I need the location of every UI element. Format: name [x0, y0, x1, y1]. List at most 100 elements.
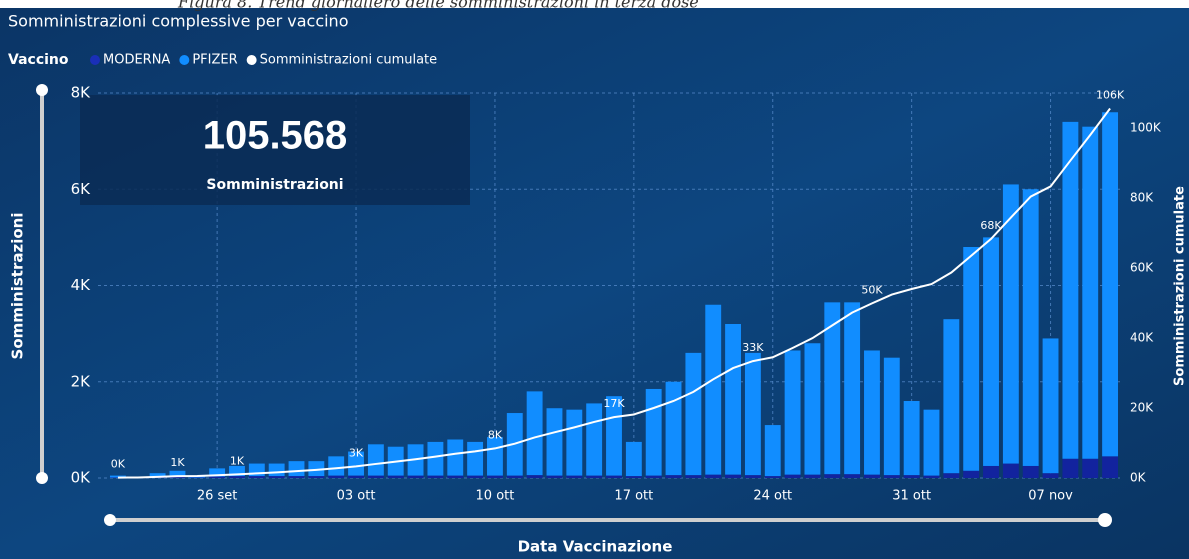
data-label: 17K	[603, 397, 625, 410]
bar	[526, 391, 543, 476]
y2-axis-title: Somministrazioni cumulate	[1173, 186, 1188, 386]
kpi-value: 105.568	[203, 114, 348, 158]
bar	[1042, 473, 1059, 478]
y2-tick-label: 40K	[1130, 331, 1154, 345]
bar	[169, 470, 186, 477]
bar	[149, 473, 166, 478]
bar	[784, 474, 801, 478]
bar	[744, 352, 761, 476]
kpi-label: Somministrazioni	[206, 177, 343, 193]
x-tick-label: 17 ott	[614, 489, 653, 504]
slider-handle[interactable]	[1098, 513, 1112, 527]
x-axis-title: Data Vaccinazione	[518, 538, 673, 556]
x-tick-label: 10 ott	[476, 489, 515, 504]
bar	[1102, 456, 1119, 478]
bar	[169, 476, 186, 478]
caption: Figura 8. Trend giornaliero delle sommin…	[177, 0, 699, 12]
bar	[1062, 458, 1079, 478]
data-label: 68K	[980, 219, 1002, 232]
y-tick-label: 4K	[71, 276, 92, 294]
bar	[725, 324, 741, 475]
bar	[903, 401, 920, 476]
data-label: 8K	[488, 428, 503, 441]
data-label: 106K	[1096, 89, 1125, 102]
bar	[288, 461, 305, 477]
bar	[586, 403, 603, 476]
x-tick-label: 26 set	[197, 489, 238, 504]
bar	[923, 409, 940, 476]
bar	[387, 475, 404, 478]
bar	[864, 350, 880, 475]
y-tick-label: 8K	[71, 84, 92, 102]
y2-tick-label: 20K	[1130, 401, 1154, 415]
bar	[268, 476, 285, 478]
bar	[1002, 463, 1019, 478]
x-tick-label: 03 ott	[337, 489, 376, 504]
bar	[1002, 184, 1019, 464]
slider-handle[interactable]	[104, 514, 116, 526]
bar	[804, 474, 821, 478]
bar	[685, 475, 702, 478]
bar	[566, 409, 583, 476]
bar	[367, 444, 384, 476]
bar	[467, 475, 484, 478]
y2-tick-label: 60K	[1130, 261, 1154, 275]
bar	[348, 451, 364, 476]
bar	[665, 475, 682, 478]
bar	[824, 474, 841, 478]
bar	[447, 475, 464, 478]
data-label: 1K	[230, 454, 245, 467]
data-label: 33K	[742, 341, 764, 354]
bar	[943, 319, 960, 474]
bar	[824, 302, 841, 475]
bar	[844, 302, 861, 475]
bar	[308, 461, 325, 477]
legend-label[interactable]: PFIZER	[192, 53, 237, 68]
bar	[288, 476, 305, 478]
bar	[764, 476, 781, 478]
bar	[229, 465, 245, 477]
bar	[407, 475, 424, 478]
legend-title: Vaccino	[8, 52, 69, 68]
bar	[784, 350, 801, 475]
bar	[983, 237, 999, 466]
bar	[229, 476, 245, 478]
bar	[1062, 121, 1079, 459]
bar	[705, 304, 722, 475]
bar	[1082, 458, 1099, 478]
slider-handle[interactable]	[36, 472, 48, 484]
kpi-card	[80, 95, 470, 205]
data-label: 50K	[861, 283, 883, 296]
bar	[665, 381, 682, 476]
bar	[328, 475, 345, 478]
bar	[546, 475, 563, 478]
bar	[625, 476, 642, 478]
bar	[864, 474, 880, 478]
y-tick-label: 2K	[71, 372, 92, 390]
bar	[248, 476, 265, 478]
bar	[566, 475, 583, 478]
bar	[983, 465, 999, 478]
x-tick-label: 07 nov	[1028, 489, 1073, 504]
x-tick-label: 24 ott	[753, 489, 792, 504]
x-tick-label: 31 ott	[892, 489, 931, 504]
bar	[308, 476, 325, 478]
legend-label[interactable]: Somministrazioni cumulate	[260, 53, 438, 68]
bar	[903, 475, 920, 478]
chart-title: Somministrazioni complessive per vaccino	[8, 12, 348, 31]
y-axis-title: Somministrazioni	[9, 213, 27, 360]
bar	[883, 475, 900, 478]
bar	[586, 475, 603, 478]
bar	[546, 408, 563, 476]
bar	[923, 475, 940, 478]
slider-handle[interactable]	[36, 84, 48, 96]
legend-label[interactable]: MODERNA	[103, 53, 170, 68]
bar	[506, 475, 523, 478]
bar	[1042, 338, 1059, 474]
bar	[606, 475, 622, 478]
bar	[526, 475, 543, 478]
bar	[487, 437, 503, 476]
bar	[109, 475, 126, 478]
